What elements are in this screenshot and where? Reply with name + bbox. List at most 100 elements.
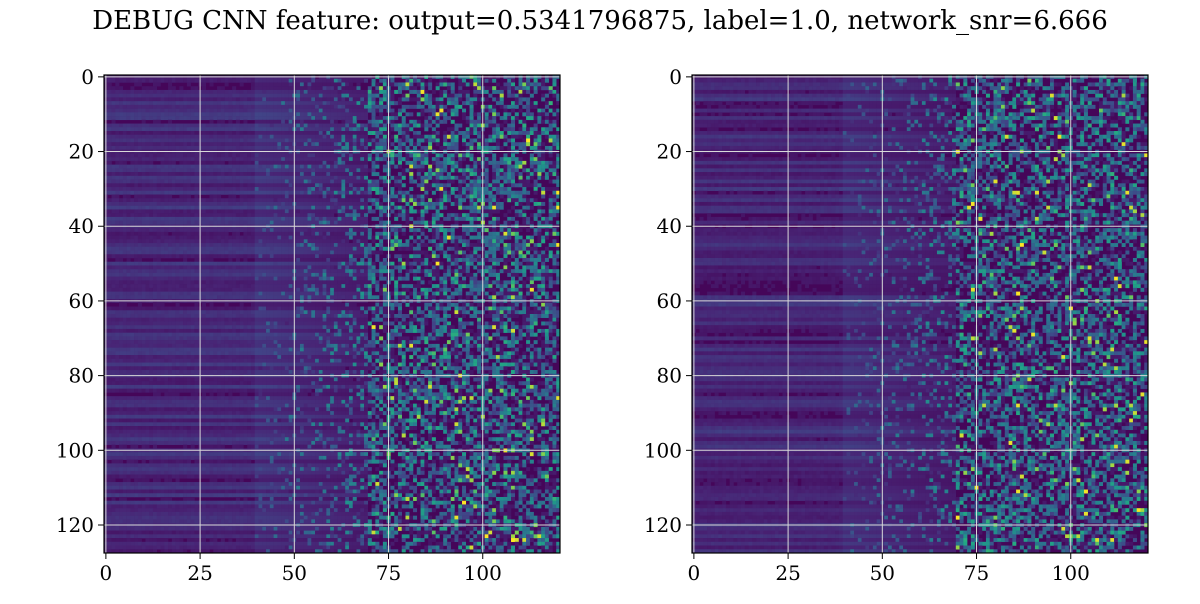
heatmap-cell — [515, 202, 519, 206]
heatmap-cell — [368, 124, 372, 128]
heatmap-cell — [537, 209, 541, 213]
heatmap-cell — [202, 101, 206, 105]
heatmap-cell — [402, 86, 406, 90]
heatmap-cell — [255, 191, 259, 195]
heatmap-cell — [308, 217, 312, 221]
heatmap-cell — [274, 116, 278, 120]
heatmap-cell — [496, 146, 500, 150]
heatmap-cell — [357, 161, 361, 165]
heatmap-cell — [405, 127, 409, 131]
heatmap-cell — [526, 97, 530, 101]
heatmap-cell — [390, 127, 394, 131]
heatmap-cell — [153, 120, 157, 124]
heatmap-cell — [451, 165, 455, 169]
heatmap-cell — [353, 202, 357, 206]
heatmap-cell — [240, 94, 244, 98]
heatmap-cell — [338, 109, 342, 113]
heatmap-cell — [164, 146, 168, 150]
heatmap-cell — [259, 109, 263, 113]
heatmap-cell — [266, 180, 270, 184]
heatmap-cell — [549, 101, 553, 105]
heatmap-cell — [164, 138, 168, 142]
heatmap-cell — [304, 120, 308, 124]
heatmap-cell — [119, 187, 123, 191]
heatmap-cell — [349, 94, 353, 98]
heatmap-cell — [458, 187, 462, 191]
heatmap-cell — [123, 116, 127, 120]
heatmap-cell — [255, 183, 259, 187]
heatmap-cell — [119, 127, 123, 131]
heatmap-cell — [221, 146, 225, 150]
heatmap-cell — [217, 195, 221, 199]
heatmap-cell — [240, 168, 244, 172]
heatmap-cell — [413, 232, 417, 236]
heatmap-cell — [338, 180, 342, 184]
heatmap-cell — [383, 198, 387, 202]
heatmap-cell — [424, 251, 428, 255]
heatmap-cell — [311, 221, 315, 225]
heatmap-cell — [451, 187, 455, 191]
heatmap-cell — [417, 228, 421, 232]
heatmap-cell — [217, 239, 221, 243]
heatmap-cell — [304, 209, 308, 213]
heatmap-cell — [485, 90, 489, 94]
heatmap-cell — [549, 251, 553, 255]
heatmap-cell — [145, 239, 149, 243]
heatmap-row — [104, 232, 560, 236]
heatmap-cell — [454, 187, 458, 191]
heatmap-cell — [379, 86, 383, 90]
heatmap-cell — [552, 146, 556, 150]
heatmap-cell — [161, 183, 165, 187]
heatmap-cell — [304, 180, 308, 184]
heatmap-cell — [176, 239, 180, 243]
heatmap-cell — [485, 187, 489, 191]
heatmap-cell — [217, 94, 221, 98]
heatmap-cell — [134, 209, 138, 213]
heatmap-cell — [281, 183, 285, 187]
heatmap-cell — [424, 146, 428, 150]
heatmap-cell — [161, 239, 165, 243]
heatmap-cell — [341, 109, 345, 113]
heatmap-cell — [477, 116, 481, 120]
heatmap-cell — [522, 168, 526, 172]
heatmap-cell — [360, 187, 364, 191]
heatmap-cell — [183, 191, 187, 195]
heatmap-cell — [161, 161, 165, 165]
heatmap-cell — [432, 191, 436, 195]
heatmap-cell — [202, 247, 206, 251]
heatmap-cell — [470, 165, 474, 169]
heatmap-cell — [134, 97, 138, 101]
heatmap-cell — [360, 161, 364, 165]
heatmap-cell — [157, 232, 161, 236]
heatmap-cell — [436, 247, 440, 251]
heatmap-cell — [153, 97, 157, 101]
heatmap-cell — [134, 90, 138, 94]
heatmap-cell — [526, 138, 530, 142]
heatmap-cell — [149, 187, 153, 191]
heatmap-cell — [530, 105, 534, 109]
heatmap-cell — [338, 135, 342, 139]
heatmap-row — [104, 187, 560, 191]
heatmap-cell — [466, 187, 470, 191]
heatmap-cell — [462, 213, 466, 217]
heatmap-cell — [251, 153, 255, 157]
heatmap-cell — [179, 146, 183, 150]
heatmap-cell — [443, 239, 447, 243]
heatmap-cell — [368, 101, 372, 105]
heatmap-cell — [277, 176, 281, 180]
heatmap-cell — [341, 120, 345, 124]
heatmap-cell — [515, 213, 519, 217]
heatmap-cell — [341, 187, 345, 191]
heatmap-cell — [364, 191, 368, 195]
heatmap-cell — [319, 168, 323, 172]
heatmap-cell — [123, 187, 127, 191]
heatmap-cell — [213, 239, 217, 243]
heatmap-cell — [285, 86, 289, 90]
heatmap-cell — [330, 221, 334, 225]
heatmap-cell — [315, 153, 319, 157]
heatmap-cell — [108, 79, 112, 83]
heatmap-cell — [187, 202, 191, 206]
heatmap-cell — [221, 191, 225, 195]
heatmap-cell — [515, 191, 519, 195]
heatmap-cell — [353, 198, 357, 202]
